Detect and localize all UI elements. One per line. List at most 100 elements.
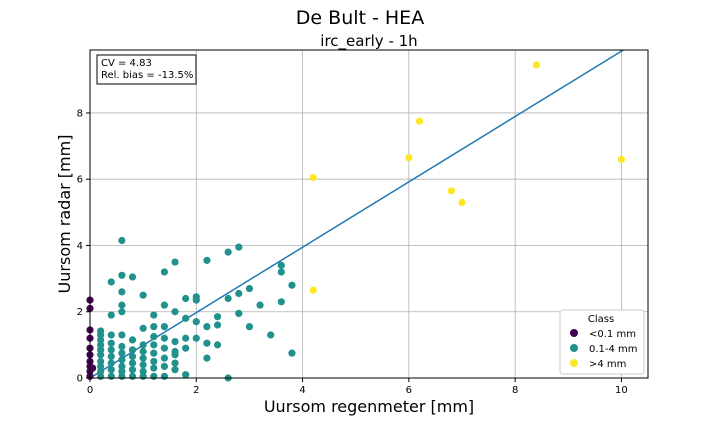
- point-class-1: [150, 332, 158, 341]
- point-class-1: [203, 323, 211, 331]
- point-class-1: [213, 313, 222, 321]
- point-class-1: [139, 347, 147, 356]
- point-class-1: [128, 359, 137, 367]
- point-class-1: [171, 366, 179, 374]
- x-tick-label: 8: [512, 385, 518, 396]
- y-axis-label: Uursom radar [mm]: [55, 135, 74, 294]
- point-class-1: [256, 301, 264, 309]
- point-class-1: [224, 294, 232, 303]
- point-class-1: [171, 258, 179, 266]
- cv-text: CV = 4.83: [101, 58, 152, 69]
- point-class-1: [245, 284, 254, 293]
- point-class-1: [118, 301, 126, 309]
- point-class-1: [150, 364, 158, 372]
- point-class-1: [160, 362, 168, 371]
- point-class-1: [213, 341, 222, 349]
- y-tick-label: 8: [77, 108, 83, 119]
- point-class-1: [267, 331, 275, 339]
- point-class-1: [139, 367, 147, 375]
- point-class-1: [192, 293, 200, 301]
- point-class-1: [288, 281, 296, 289]
- point-class-1: [118, 331, 126, 339]
- point-class-2: [458, 198, 466, 207]
- point-class-1: [150, 311, 158, 319]
- point-class-2: [309, 173, 317, 182]
- point-class-1: [107, 311, 115, 319]
- regression-line: [89, 49, 624, 379]
- point-class-1: [139, 361, 147, 369]
- point-class-1: [224, 248, 232, 256]
- x-tick-label: 6: [406, 385, 412, 396]
- point-class-1: [118, 342, 126, 351]
- point-class-1: [203, 256, 211, 264]
- point-class-1: [97, 346, 105, 354]
- point-class-1: [118, 288, 126, 296]
- point-class-1: [235, 243, 243, 251]
- point-class-1: [128, 346, 137, 354]
- point-class-1: [171, 347, 179, 356]
- point-class-1: [150, 372, 158, 380]
- y-tick-label: 6: [77, 175, 83, 186]
- point-class-1: [107, 278, 115, 286]
- point-class-1: [118, 271, 126, 279]
- point-class-1: [245, 323, 254, 331]
- point-class-1: [97, 336, 105, 344]
- point-class-1: [277, 298, 285, 306]
- legend: Class <0.1 mm 0.1-4 mm >4 mm: [559, 309, 645, 375]
- point-class-1: [171, 359, 179, 367]
- point-class-1: [182, 371, 190, 379]
- legend-marker-0: [570, 329, 578, 337]
- point-class-1: [118, 349, 126, 357]
- legend-label-2: >4 mm: [589, 359, 626, 370]
- y-tick-label: 4: [77, 241, 83, 252]
- x-tick-label: 2: [193, 385, 199, 396]
- x-tick-label: 0: [87, 385, 93, 396]
- point-class-1: [118, 367, 126, 375]
- legend-label-1: 0.1-4 mm: [589, 344, 638, 355]
- point-class-1: [107, 339, 115, 347]
- point-class-1: [107, 366, 115, 374]
- point-class-1: [150, 349, 158, 357]
- point-class-1: [160, 301, 168, 309]
- legend-title: Class: [588, 314, 614, 325]
- y-tick-label: 0: [77, 374, 83, 385]
- point-class-1: [192, 334, 200, 342]
- legend-label-0: <0.1 mm: [589, 329, 636, 340]
- point-class-1: [128, 273, 137, 281]
- point-class-1: [171, 337, 179, 346]
- bias-text: Rel. bias = -13.5%: [101, 70, 193, 81]
- legend-marker-2: [570, 359, 578, 367]
- point-class-1: [139, 291, 147, 299]
- point-class-1: [128, 366, 137, 374]
- point-class-1: [288, 349, 296, 357]
- x-tick-label: 4: [299, 385, 305, 396]
- point-class-1: [160, 323, 168, 331]
- point-class-1: [139, 354, 147, 362]
- point-class-1: [139, 324, 147, 332]
- stats-box: CV = 4.83 Rel. bias = -13.5%: [96, 54, 197, 85]
- x-tick-label: 10: [615, 385, 628, 396]
- point-class-1: [139, 341, 147, 349]
- point-class-1: [97, 327, 105, 335]
- point-class-1: [171, 308, 179, 316]
- point-class-2: [405, 154, 413, 162]
- point-class-1: [182, 334, 190, 342]
- point-class-1: [128, 372, 137, 380]
- point-class-2: [447, 187, 455, 195]
- point-class-1: [192, 318, 200, 326]
- point-class-1: [107, 331, 115, 339]
- axis-ticks: 0 2 4 6 8 10 0 2 4 6 8: [77, 108, 628, 396]
- point-class-1: [118, 308, 126, 316]
- point-class-1: [150, 357, 158, 366]
- point-class-1: [97, 357, 105, 366]
- point-class-1: [160, 354, 168, 362]
- point-class-1: [118, 362, 126, 371]
- point-class-1: [118, 236, 126, 245]
- point-class-1: [107, 346, 115, 354]
- plot-frame: [89, 49, 649, 379]
- point-class-1: [160, 344, 168, 352]
- point-class-1: [150, 323, 158, 331]
- chart-title: irc_early - 1h: [320, 32, 417, 51]
- scatter-points: [86, 61, 626, 382]
- point-class-1: [213, 321, 222, 329]
